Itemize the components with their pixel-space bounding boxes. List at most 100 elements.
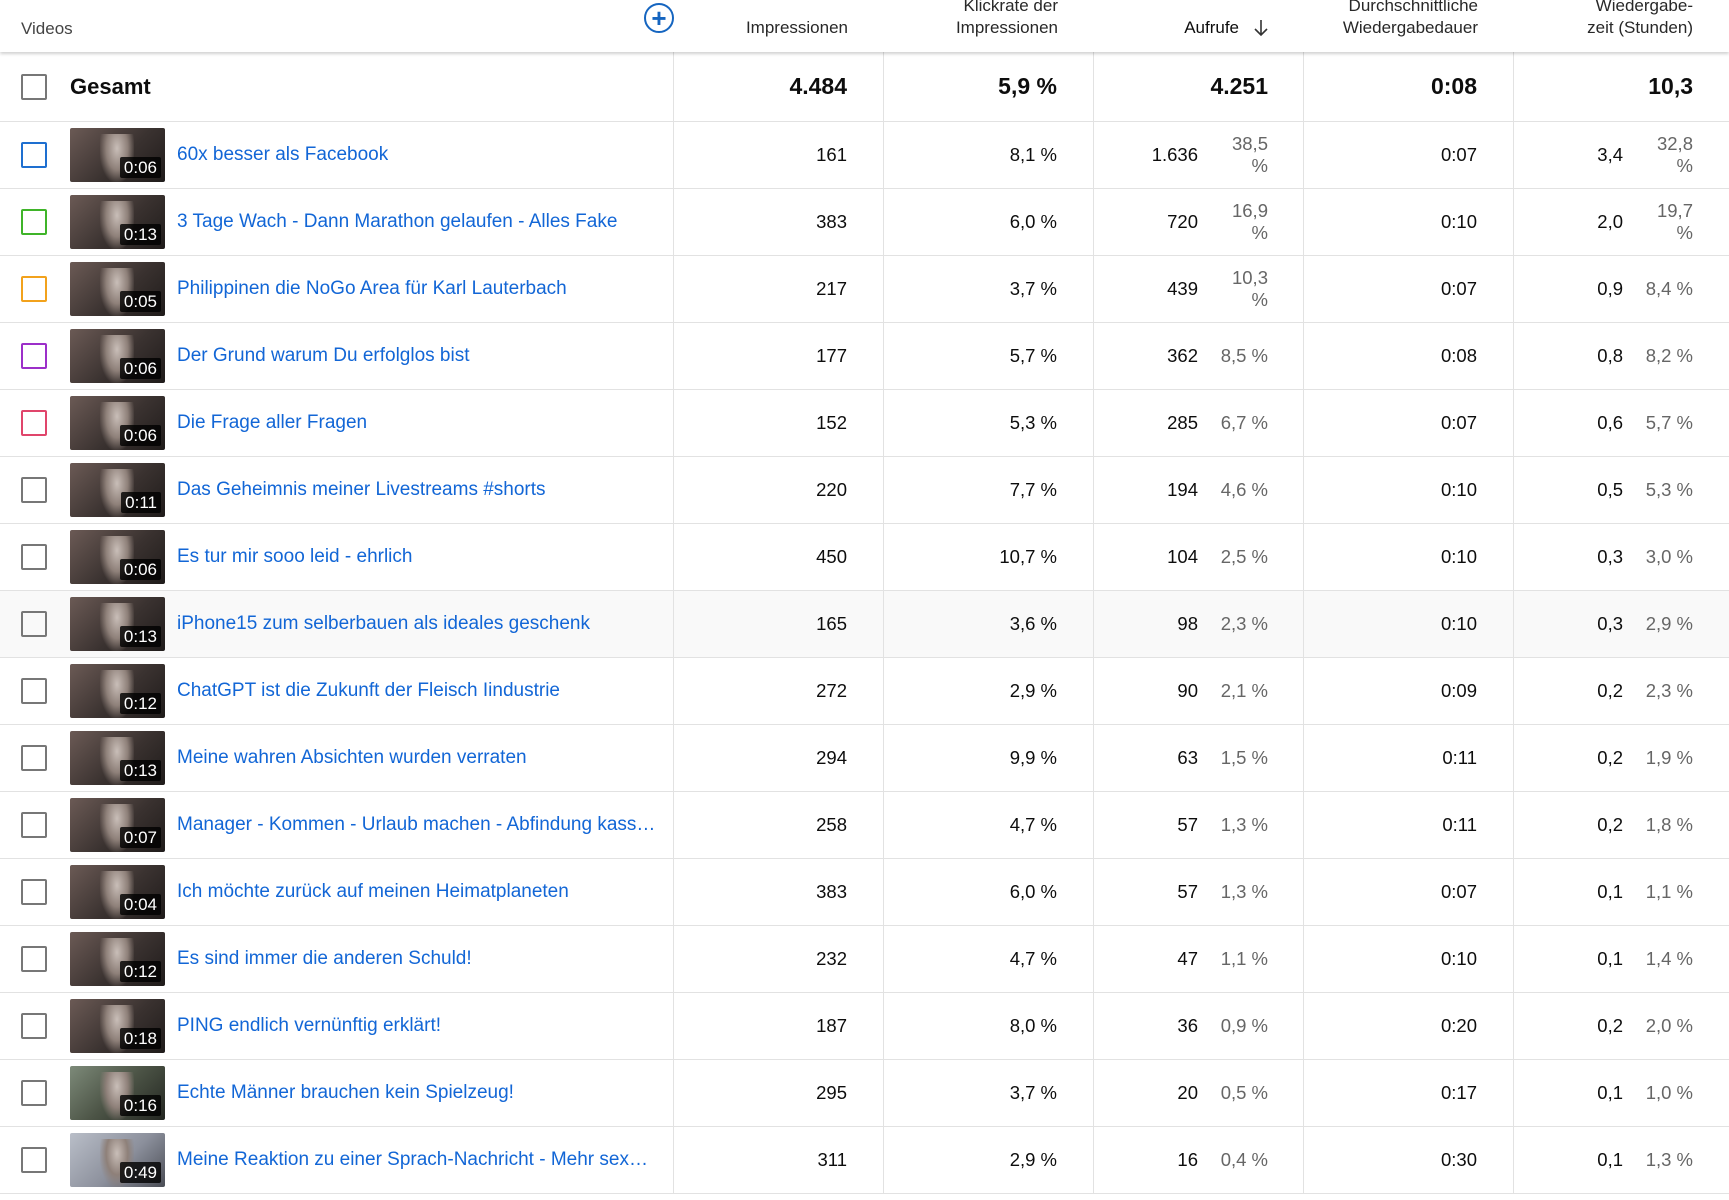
- video-title-link[interactable]: Ich möchte zurück auf meinen Heimatplane…: [177, 881, 569, 902]
- row-checkbox[interactable]: [21, 209, 47, 235]
- video-thumbnail[interactable]: 0:12: [70, 932, 165, 986]
- video-title-link[interactable]: Meine Reaktion zu einer Sprach-Nachricht…: [177, 1149, 657, 1170]
- header-ctr[interactable]: Klickrate der Impressionen: [884, 0, 1094, 52]
- header-avg-duration[interactable]: Durchschnittliche Wiedergabedauer: [1304, 0, 1514, 52]
- ctr-value: 2,9 %: [1009, 680, 1057, 701]
- video-title-link[interactable]: Die Frage aller Fragen: [177, 412, 368, 433]
- video-cell: 0:04 Ich möchte zurück auf meinen Heimatp…: [0, 859, 674, 925]
- video-thumbnail[interactable]: 0:06: [70, 396, 165, 450]
- video-title-link[interactable]: Es tur mir sooo leid - ehrlich: [177, 546, 413, 567]
- impressions-value: 217: [816, 278, 847, 299]
- row-checkbox[interactable]: [21, 544, 47, 570]
- impressions-cell: 383: [674, 859, 884, 925]
- impressions-value: 258: [816, 814, 847, 835]
- table-row[interactable]: 0:16 Echte Männer brauchen kein Spielzeug…: [0, 1060, 1729, 1127]
- row-checkbox[interactable]: [21, 477, 47, 503]
- video-thumbnail[interactable]: 0:05: [70, 262, 165, 316]
- row-checkbox[interactable]: [21, 142, 47, 168]
- table-row[interactable]: 0:13 Meine wahren Absichten wurden verrat…: [0, 725, 1729, 792]
- video-thumbnail[interactable]: 0:04: [70, 865, 165, 919]
- arrow-down-icon[interactable]: [1253, 18, 1269, 38]
- views-percent: 2,5 %: [1220, 546, 1268, 567]
- views-value: 720: [1167, 211, 1198, 232]
- video-title-link[interactable]: Es sind immer die anderen Schuld!: [177, 948, 472, 969]
- watch-time-value: 0,1: [1597, 1149, 1623, 1170]
- video-title-link[interactable]: ChatGPT ist die Zukunft der Fleisch Iind…: [177, 680, 560, 701]
- table-row[interactable]: 0:06 Es tur mir sooo leid - ehrlich 450 10,…: [0, 524, 1729, 591]
- row-checkbox[interactable]: [21, 745, 47, 771]
- avg-duration-value: 0:08: [1440, 345, 1477, 366]
- impressions-value: 232: [816, 948, 847, 969]
- watch-time-percent: 3,0 %: [1645, 546, 1693, 567]
- video-title-link[interactable]: 3 Tage Wach - Dann Marathon gelaufen - A…: [177, 211, 618, 232]
- table-row[interactable]: 0:05 Philippinen die NoGo Area für Karl L…: [0, 256, 1729, 323]
- video-thumbnail[interactable]: 0:06: [70, 128, 165, 182]
- table-row[interactable]: 0:18 PING endlich vernünftig erklärt! 187 8…: [0, 993, 1729, 1060]
- video-title-link[interactable]: iPhone15 zum selberbauen als ideales ges…: [177, 613, 590, 634]
- table-row[interactable]: 0:06 Der Grund warum Du erfolglos bist 177…: [0, 323, 1729, 390]
- table-row[interactable]: 0:13 iPhone15 zum selberbauen als ideales…: [0, 591, 1729, 658]
- video-thumbnail[interactable]: 0:18: [70, 999, 165, 1053]
- video-title-link[interactable]: PING endlich vernünftig erklärt!: [177, 1015, 442, 1036]
- views-percent: 4,6 %: [1220, 479, 1268, 500]
- video-cell: 0:13 iPhone15 zum selberbauen als ideales…: [0, 591, 674, 657]
- plus-circle-icon[interactable]: +: [644, 3, 674, 33]
- total-checkbox[interactable]: [21, 73, 47, 100]
- table-row[interactable]: 0:49 Meine Reaktion zu einer Sprach-Nachr…: [0, 1127, 1729, 1194]
- row-checkbox[interactable]: [21, 678, 47, 704]
- video-thumbnail[interactable]: 0:13: [70, 597, 165, 651]
- impressions-cell: 220: [674, 457, 884, 523]
- header-impressions[interactable]: Impressionen: [674, 0, 884, 52]
- views-cell: 285 6,7 %: [1094, 390, 1304, 456]
- row-checkbox[interactable]: [21, 1080, 47, 1106]
- header-views[interactable]: Aufrufe: [1094, 0, 1304, 52]
- row-checkbox[interactable]: [21, 946, 47, 972]
- video-thumbnail[interactable]: 0:16: [70, 1066, 165, 1120]
- video-cell: 0:06 Der Grund warum Du erfolglos bist: [0, 323, 674, 389]
- video-title-link[interactable]: 60x besser als Facebook: [177, 144, 389, 165]
- views-percent: 0,9 %: [1220, 1015, 1268, 1036]
- row-checkbox[interactable]: [21, 812, 47, 838]
- table-row[interactable]: 0:13 3 Tage Wach - Dann Marathon gelaufen…: [0, 189, 1729, 256]
- table-row[interactable]: 0:12 Es sind immer die anderen Schuld! 232…: [0, 926, 1729, 993]
- table-row[interactable]: 0:06 Die Frage aller Fragen 152 5,3 % 285 6,7…: [0, 390, 1729, 457]
- video-thumbnail[interactable]: 0:06: [70, 530, 165, 584]
- watch-time-value: 0,2: [1597, 1015, 1623, 1036]
- video-title-link[interactable]: Manager - Kommen - Urlaub machen - Abfin…: [177, 814, 657, 835]
- ctr-value: 3,7 %: [1009, 1082, 1057, 1103]
- video-thumbnail[interactable]: 0:11: [70, 463, 165, 517]
- video-title-link[interactable]: Philippinen die NoGo Area für Karl Laute…: [177, 278, 567, 299]
- table-row[interactable]: 0:04 Ich möchte zurück auf meinen Heimatp…: [0, 859, 1729, 926]
- row-checkbox[interactable]: [21, 611, 47, 637]
- video-cell: 0:13 Meine wahren Absichten wurden verrat…: [0, 725, 674, 791]
- video-thumbnail[interactable]: 0:12: [70, 664, 165, 718]
- video-cell: 0:06 Es tur mir sooo leid - ehrlich: [0, 524, 674, 590]
- video-title-link[interactable]: Echte Männer brauchen kein Spielzeug!: [177, 1082, 514, 1103]
- table-row[interactable]: 0:06 60x besser als Facebook 161 8,1 % 1.636…: [0, 122, 1729, 189]
- video-thumbnail[interactable]: 0:07: [70, 798, 165, 852]
- video-title-link[interactable]: Der Grund warum Du erfolglos bist: [177, 345, 470, 366]
- row-checkbox[interactable]: [21, 879, 47, 905]
- row-checkbox[interactable]: [21, 1013, 47, 1039]
- avg-duration-cell: 0:08: [1304, 323, 1514, 389]
- header-watch-time[interactable]: Wiedergabe- zeit (Stunden): [1514, 0, 1729, 52]
- table-row[interactable]: 0:07 Manager - Kommen - Urlaub machen - A…: [0, 792, 1729, 859]
- video-thumbnail[interactable]: 0:13: [70, 195, 165, 249]
- ctr-cell: 2,9 %: [884, 658, 1094, 724]
- table-row[interactable]: 0:12 ChatGPT ist die Zukunft der Fleisch …: [0, 658, 1729, 725]
- video-thumbnail[interactable]: 0:49: [70, 1133, 165, 1187]
- video-title-link[interactable]: Meine wahren Absichten wurden verraten: [177, 747, 527, 768]
- row-checkbox[interactable]: [21, 276, 47, 302]
- video-thumbnail[interactable]: 0:06: [70, 329, 165, 383]
- row-checkbox[interactable]: [21, 343, 47, 369]
- avg-duration-value: 0:11: [1442, 814, 1477, 835]
- video-title-link[interactable]: Das Geheimnis meiner Livestreams #shorts: [177, 479, 546, 500]
- avg-duration-cell: 0:10: [1304, 926, 1514, 992]
- video-thumbnail[interactable]: 0:13: [70, 731, 165, 785]
- watch-time-percent: 2,0 %: [1645, 1015, 1693, 1036]
- row-checkbox[interactable]: [21, 410, 47, 436]
- row-checkbox[interactable]: [21, 1147, 47, 1173]
- table-row[interactable]: 0:11 Das Geheimnis meiner Livestreams #sh…: [0, 457, 1729, 524]
- views-value: 285: [1167, 412, 1198, 433]
- watch-time-value: 0,9: [1597, 278, 1623, 299]
